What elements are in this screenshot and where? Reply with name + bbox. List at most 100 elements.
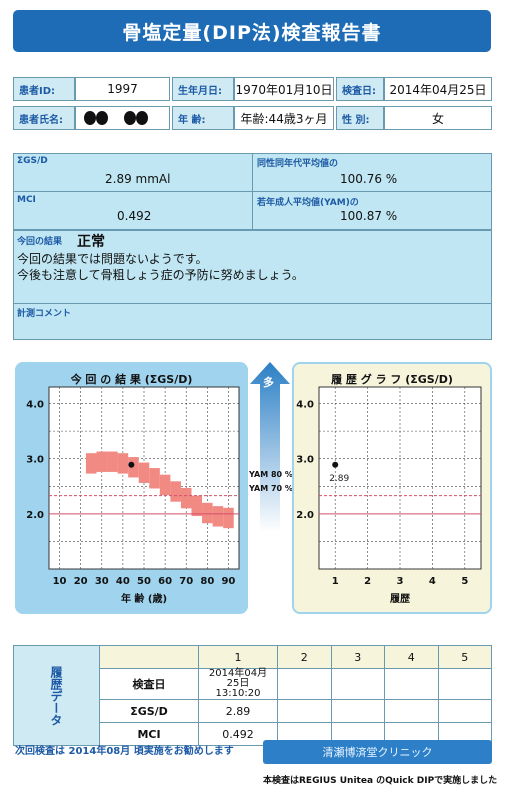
history-row-label: ΣGS/D bbox=[99, 699, 199, 723]
sex-label: 性 別: bbox=[336, 106, 384, 130]
history-cell bbox=[330, 699, 385, 723]
y-tick-label: 2.0 bbox=[296, 510, 314, 521]
redaction-marks bbox=[83, 111, 148, 125]
sgsd-value: 2.89 mmAl bbox=[105, 172, 171, 186]
history-cell: 2014年04月25日 13:10:20 bbox=[198, 668, 278, 700]
current-result-chart-title: 今 回 の 結 果 (ΣGS/D) bbox=[70, 373, 193, 386]
data-point bbox=[128, 461, 135, 468]
history-cell bbox=[437, 668, 492, 700]
normal-range-band-segment bbox=[96, 451, 108, 472]
birth-date-value: 1970年01月10日 bbox=[234, 77, 334, 101]
x-axis-label: 履歴 bbox=[389, 593, 410, 605]
normal-range-band-segment bbox=[223, 507, 234, 529]
history-chart-title: 履 歴 グ ラ フ (ΣGS/D) bbox=[331, 373, 453, 386]
footer-note: 本検査はREGIUS Unitea のQuick DIPで実施しました bbox=[263, 776, 498, 786]
history-header-4: 4 bbox=[384, 645, 439, 669]
y-tick-label: 4.0 bbox=[296, 400, 314, 411]
data-point bbox=[332, 461, 339, 468]
arrow-label: 多 bbox=[263, 376, 274, 389]
history-table-wrap: 履歴データ 1 2 3 4 5 検査日 2014年04月25日 13:10:20… bbox=[13, 645, 492, 746]
history-cell bbox=[384, 699, 439, 723]
history-side-label: 履歴データ bbox=[13, 645, 100, 746]
result-line-2: 今後も注意して骨粗しょう症の予防に努めましょう。 bbox=[17, 268, 304, 282]
yam-value: 100.87 % bbox=[340, 209, 398, 223]
result-line-1: 今回の結果では問題ないようです。 bbox=[17, 252, 208, 266]
history-row-label: 検査日 bbox=[99, 668, 199, 700]
history-chart: 2.89 2.0 3.0 4.0 1 2 3 4 5 履歴 bbox=[296, 386, 482, 605]
y-tick-label: 4.0 bbox=[26, 400, 44, 411]
patient-id-label: 患者ID: bbox=[13, 77, 75, 101]
history-row-label: MCI bbox=[99, 722, 199, 746]
table-row: ΣGS/D 2.89 bbox=[14, 699, 492, 723]
history-cell bbox=[277, 699, 332, 723]
yam80-label: YAM 80 % bbox=[249, 470, 293, 479]
yam-label: 若年成人平均値(YAM)の bbox=[257, 198, 359, 208]
x-tick-label: 30 bbox=[95, 576, 109, 587]
history-cell bbox=[384, 668, 439, 700]
result-status: 正常 bbox=[77, 234, 105, 250]
history-cell bbox=[437, 699, 492, 723]
normal-range-band-segment bbox=[170, 481, 181, 502]
x-tick-label: 70 bbox=[179, 576, 193, 587]
current-result-chart: 2.0 3.0 4.0 10 20 30 40 50 60 70 80 90 年 齢 (歳) bbox=[26, 386, 240, 605]
x-tick-label: 5 bbox=[461, 576, 468, 587]
same-age-label: 同性同年代平均値の bbox=[257, 159, 339, 169]
normal-range-band-segment bbox=[159, 474, 171, 496]
age-label: 年 齢: bbox=[172, 106, 234, 130]
normal-range-band-segment bbox=[149, 468, 160, 489]
normal-range-band-segment bbox=[191, 495, 203, 517]
history-cell: 2.89 bbox=[198, 699, 278, 723]
normal-range-band-segment bbox=[107, 451, 118, 472]
history-header-row: 履歴データ 1 2 3 4 5 bbox=[13, 645, 492, 746]
normal-range-band-segment bbox=[212, 506, 224, 527]
mci-value: 0.492 bbox=[117, 209, 152, 223]
history-cell bbox=[330, 668, 385, 700]
patient-name-label: 患者氏名: bbox=[13, 106, 75, 130]
normal-range-band-segment bbox=[128, 457, 139, 478]
x-tick-label: 80 bbox=[200, 576, 214, 587]
up-arrow-icon bbox=[250, 362, 290, 532]
sgsd-label: ΣGS/D bbox=[17, 156, 48, 166]
x-tick-label: 3 bbox=[397, 576, 404, 587]
yam70-label: YAM 70 % bbox=[249, 484, 293, 493]
patient-name-redacted bbox=[75, 106, 170, 130]
x-axis-label: 年 齢 (歳) bbox=[121, 592, 167, 605]
plot-area: 2.89 bbox=[318, 386, 482, 570]
mci-label: MCI bbox=[17, 195, 36, 205]
x-tick-label: 90 bbox=[221, 576, 235, 587]
x-tick-label: 1 bbox=[332, 576, 339, 587]
history-header-blank bbox=[99, 645, 199, 669]
next-exam-text: 次回検査は 2014年08月 頃実施をお勧めします bbox=[15, 746, 234, 757]
data-label: 2.89 bbox=[329, 474, 349, 484]
normal-range-band-segment bbox=[138, 462, 150, 483]
table-row: 検査日 2014年04月25日 13:10:20 bbox=[14, 668, 492, 700]
birth-date-label: 生年月日: bbox=[172, 77, 234, 101]
y-tick-label: 3.0 bbox=[26, 455, 44, 466]
x-tick-label: 4 bbox=[429, 576, 436, 587]
plot-area bbox=[48, 386, 240, 570]
comment-label: 計測コメント bbox=[17, 309, 72, 319]
x-tick-label: 40 bbox=[116, 576, 130, 587]
same-age-value: 100.76 % bbox=[340, 172, 398, 186]
x-tick-label: 20 bbox=[74, 576, 88, 587]
x-tick-label: 10 bbox=[53, 576, 67, 587]
history-header-2: 2 bbox=[277, 645, 332, 669]
x-tick-label: 60 bbox=[158, 576, 172, 587]
x-tick-label: 50 bbox=[137, 576, 151, 587]
y-tick-label: 3.0 bbox=[296, 455, 314, 466]
normal-range-band-segment bbox=[202, 502, 213, 524]
normal-range-band-segment bbox=[85, 453, 97, 474]
plot-background bbox=[318, 386, 482, 570]
normal-range-band-segment bbox=[117, 453, 129, 474]
report-title: 骨塩定量(DIP法)検査報告書 bbox=[13, 10, 491, 52]
normal-range-band-segment bbox=[180, 487, 192, 509]
sex-value: 女 bbox=[384, 106, 492, 130]
history-table: 履歴データ 1 2 3 4 5 検査日 2014年04月25日 13:10:20… bbox=[13, 645, 492, 746]
history-cell bbox=[277, 668, 332, 700]
history-header-3: 3 bbox=[330, 645, 385, 669]
history-header-1: 1 bbox=[198, 645, 278, 669]
history-header-5: 5 bbox=[437, 645, 492, 669]
patient-id-value: 1997 bbox=[75, 77, 170, 101]
y-tick-label: 2.0 bbox=[26, 510, 44, 521]
clinic-name: 清瀬博済堂クリニック bbox=[263, 740, 492, 764]
